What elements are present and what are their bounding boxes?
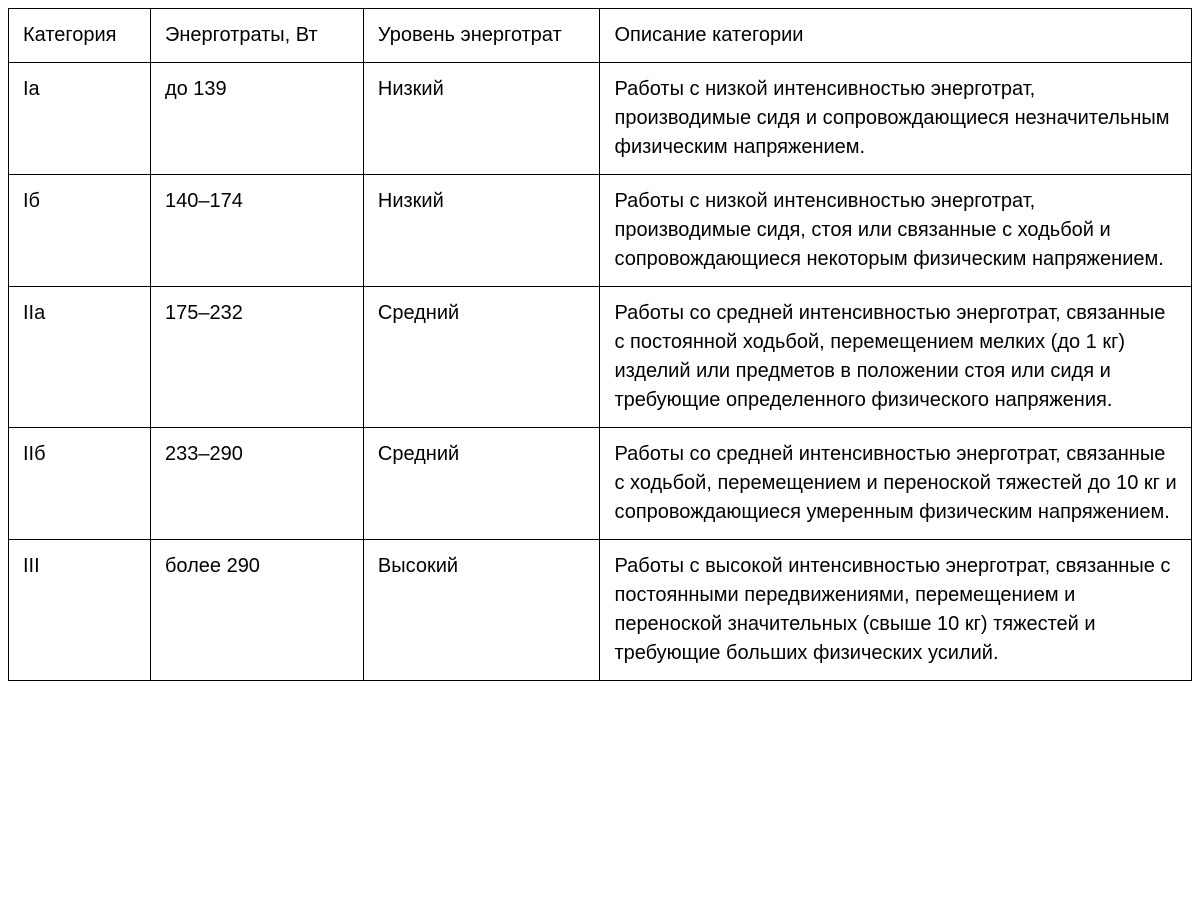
table-row: Iа до 139 Низкий Работы с низкой интенси… <box>9 63 1192 175</box>
cell-energy: до 139 <box>150 63 363 175</box>
cell-level: Низкий <box>363 63 600 175</box>
cell-category: IIа <box>9 287 151 428</box>
cell-description: Работы со средней интенсивностью энергот… <box>600 287 1192 428</box>
cell-level: Высокий <box>363 540 600 681</box>
cell-energy: 175–232 <box>150 287 363 428</box>
table-row: IIа 175–232 Средний Работы со средней ин… <box>9 287 1192 428</box>
col-header-level: Уровень энерготрат <box>363 9 600 63</box>
cell-level: Средний <box>363 287 600 428</box>
cell-category: Iб <box>9 175 151 287</box>
cell-category: Iа <box>9 63 151 175</box>
cell-level: Низкий <box>363 175 600 287</box>
col-header-energy: Энерготраты, Вт <box>150 9 363 63</box>
table-header-row: Категория Энерготраты, Вт Уровень энерго… <box>9 9 1192 63</box>
cell-category: IIб <box>9 428 151 540</box>
col-header-description: Описание категории <box>600 9 1192 63</box>
cell-energy: более 290 <box>150 540 363 681</box>
cell-description: Работы с низкой интенсивностью энерготра… <box>600 175 1192 287</box>
cell-energy: 140–174 <box>150 175 363 287</box>
cell-energy: 233–290 <box>150 428 363 540</box>
energy-categories-table: Категория Энерготраты, Вт Уровень энерго… <box>8 8 1192 681</box>
cell-description: Работы с низкой интенсивностью энерготра… <box>600 63 1192 175</box>
cell-level: Средний <box>363 428 600 540</box>
cell-description: Работы с высокой интенсивностью энерготр… <box>600 540 1192 681</box>
col-header-category: Категория <box>9 9 151 63</box>
cell-category: III <box>9 540 151 681</box>
table-row: III более 290 Высокий Работы с высокой и… <box>9 540 1192 681</box>
cell-description: Работы со средней интенсивностью энергот… <box>600 428 1192 540</box>
table-row: Iб 140–174 Низкий Работы с низкой интенс… <box>9 175 1192 287</box>
table-row: IIб 233–290 Средний Работы со средней ин… <box>9 428 1192 540</box>
